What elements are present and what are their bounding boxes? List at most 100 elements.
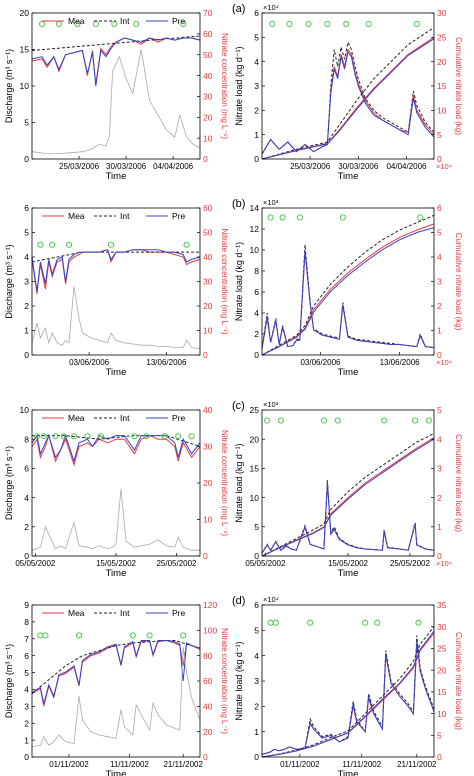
y-tick-label: 14 [250, 203, 260, 213]
sample-marker [296, 214, 303, 221]
plot-frame [31, 409, 201, 557]
y-multiplier: ×10⁴ [263, 595, 279, 604]
y2-tick-label: 40 [203, 405, 213, 415]
sample-marker [60, 433, 67, 440]
y-tick-label: 4 [254, 308, 259, 318]
y2-tick-label: 30 [203, 277, 213, 287]
series-line-int [31, 35, 201, 51]
y-tick-label: 3 [24, 277, 29, 287]
y2-tick-label: 20 [203, 478, 213, 488]
sample-marker [146, 632, 153, 639]
y-tick-label: 10 [20, 405, 30, 415]
y-tick-label: 1 [254, 727, 259, 737]
legend-label: Mea [68, 16, 85, 26]
y-tick-label: 5 [24, 118, 29, 128]
y2-tick-label: 5 [437, 130, 442, 140]
sample-marker [40, 433, 47, 440]
y-axis-title: Nitrate load (kg d⁻¹) [234, 46, 244, 125]
sample-marker [269, 20, 276, 28]
series-line-pre-load [261, 482, 435, 554]
plot-frame [261, 409, 435, 557]
y-tick-label: 2 [24, 718, 29, 728]
y-tick-label: 4 [24, 685, 29, 695]
sample-marker [70, 433, 78, 440]
y2-tick-label: 60 [203, 676, 213, 686]
y-tick-label: 15 [250, 464, 260, 474]
sample-marker [52, 433, 59, 440]
y2-tick-label: 20 [203, 301, 213, 311]
sample-marker [129, 632, 136, 639]
sample-marker [339, 214, 346, 221]
y-tick-label: 5 [254, 626, 259, 636]
y2-tick-label: 50 [203, 50, 213, 60]
x-tick-label: 11/11/2002 [342, 760, 381, 769]
y-tick-label: 3 [24, 702, 29, 712]
y-tick-label: 0 [24, 154, 29, 164]
sample-marker [74, 20, 81, 28]
y2-tick-label: 20 [437, 57, 447, 67]
y-tick-label: 12 [250, 224, 260, 234]
sample-marker [37, 241, 44, 248]
sample-marker [305, 20, 312, 28]
y-tick-label: 10 [250, 245, 260, 255]
chart-a-left: 0 5 10 15 20 0 10 20 30 40 50 60 70 25/03/2006 30/03/2… [4, 8, 229, 182]
y2-tick-label: 20 [203, 112, 213, 122]
y-tick-label: 0 [254, 154, 259, 164]
y2-tick-label: 20 [437, 665, 447, 675]
sample-marker [55, 20, 62, 28]
y-tick-label: 2 [254, 106, 259, 116]
series-line-cum-pre [261, 38, 435, 160]
y2-tick-label: 50 [203, 228, 213, 238]
y2-tick-label: 40 [203, 71, 213, 81]
y2-tick-label: 4 [437, 252, 442, 262]
y2-tick-label: 70 [203, 8, 213, 18]
sample-marker [417, 214, 424, 221]
y-tick-label: 8 [254, 266, 259, 276]
sample-marker [42, 632, 49, 639]
y-tick-label: 3 [254, 81, 259, 91]
series-line-cum-int [261, 214, 435, 356]
y-axis-title: Discharge (m³ s⁻¹) [4, 244, 14, 318]
plot-frame [31, 207, 201, 356]
x-axis-title: Time [106, 367, 127, 378]
y2-tick-label: 10 [203, 133, 213, 143]
plot-frame [261, 12, 435, 160]
sample-marker [412, 417, 419, 424]
series-line-mea [31, 433, 201, 467]
sample-marker [175, 433, 182, 440]
y2-axis-title: Cumulative nitrate load (kg) [454, 434, 463, 532]
y-tick-label: 0 [254, 551, 259, 561]
x-axis-title: Time [338, 171, 359, 182]
x-tick-label: 25/05/2002 [156, 559, 197, 568]
y2-tick-label: 25 [437, 644, 447, 654]
sample-marker [75, 632, 83, 639]
y2-tick-label: 30 [203, 92, 213, 102]
series-line-pre [31, 37, 201, 87]
series-line-cum-pre [261, 438, 435, 557]
x-tick-label: 30/03/2006 [106, 162, 147, 171]
x-tick-label: 01/11/2002 [49, 760, 89, 769]
series-line-int [32, 435, 201, 447]
chart-c-right: 0 5 10 15 20 25 0 1 2 3 4 5 05/05/2002 15/05/2002 25/0… [232, 400, 463, 579]
series-line-mea-load [261, 482, 435, 554]
sample-marker [33, 433, 41, 440]
y2-tick-label: 100 [203, 626, 217, 636]
y2-tick-label: 20 [203, 727, 213, 737]
y2-tick-label: 2 [437, 493, 442, 503]
x-tick-label: 25/03/2006 [59, 162, 100, 171]
y2-axis-title: Nitrate concentration (mg L⁻¹) [220, 33, 229, 139]
y2-multiplier: ×10⁴ [436, 358, 452, 367]
y2-tick-label: 10 [437, 709, 447, 719]
legend-label: Mea [68, 413, 85, 423]
x-axis-title: Time [338, 769, 359, 776]
x-tick-label: 21/11/2002 [397, 760, 437, 769]
x-axis-title: Time [106, 171, 127, 182]
y2-tick-label: 5 [437, 228, 442, 238]
x-tick-label: 25/03/2006 [290, 162, 331, 171]
y-tick-label: 20 [20, 8, 30, 18]
series-line-cum-int [261, 626, 435, 758]
y-tick-label: 6 [24, 203, 29, 213]
y-tick-label: 2 [24, 522, 29, 532]
sample-marker [413, 20, 420, 28]
